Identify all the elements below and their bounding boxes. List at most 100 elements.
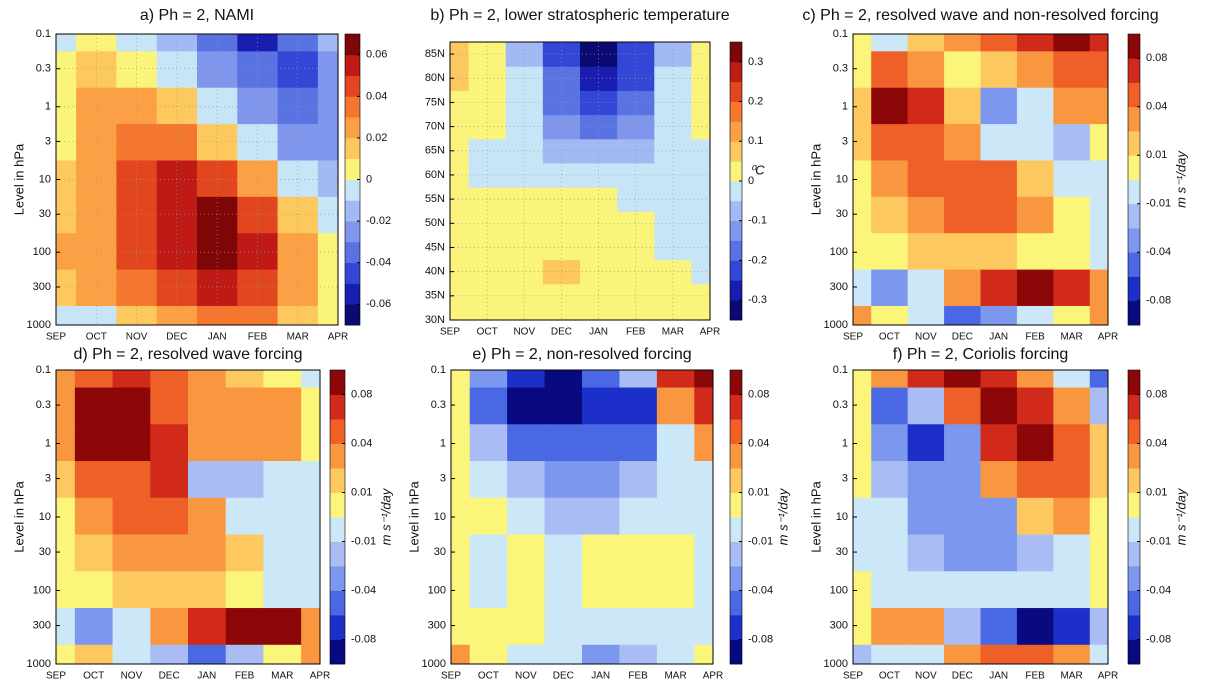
contour-cell	[225, 608, 265, 646]
contour-cell	[654, 187, 693, 212]
contour-cell	[691, 162, 710, 188]
colorbar-segment	[1128, 155, 1140, 180]
colorbar-tick-label: -0.08	[1146, 633, 1171, 645]
colorbar-segment	[730, 181, 742, 202]
contour-cell	[694, 461, 713, 499]
contour-cell	[656, 608, 695, 646]
contour-cell	[691, 283, 710, 309]
contour-cell	[1089, 34, 1108, 52]
y-tick-label: 3	[842, 135, 848, 147]
contour-cell	[654, 283, 693, 309]
contour-cell	[1016, 51, 1054, 89]
contour-cell	[225, 461, 265, 499]
colorbar-tick-label: -0.01	[351, 535, 376, 547]
contour-cell	[505, 211, 544, 236]
contour-cell	[944, 644, 982, 664]
colorbar-label: ⁰C	[750, 162, 765, 177]
contour-cell	[1089, 305, 1108, 325]
x-tick-label: OCT	[478, 671, 499, 682]
contour-cell	[263, 534, 302, 572]
colorbar-segment	[345, 283, 360, 305]
panel-title: c) Ph = 2, resolved wave and non-resolve…	[802, 7, 1158, 24]
contour-cell	[1053, 196, 1091, 234]
y-tick-label: 10	[434, 511, 446, 523]
colorbar-tick-label: -0.08	[351, 633, 376, 645]
contour-cell	[469, 461, 508, 499]
contour-cell	[1016, 233, 1054, 271]
contour-cell	[582, 497, 621, 536]
contour-cell	[116, 269, 158, 307]
contour-cell	[112, 644, 151, 664]
contour-cell	[56, 269, 77, 307]
field	[853, 370, 1108, 664]
y-tick-label: 0.1	[833, 28, 848, 40]
contour-cell	[188, 497, 227, 536]
contour-cell	[1089, 87, 1108, 125]
contour-cell	[907, 424, 945, 462]
contour-cell	[188, 370, 227, 389]
colorbar-segment	[1128, 443, 1140, 469]
contour-cell	[907, 87, 945, 125]
x-tick-label: JAN	[989, 332, 1008, 343]
contour-cell	[654, 211, 693, 236]
contour-cell	[1016, 269, 1054, 307]
contour-cell	[74, 370, 114, 389]
contour-cell	[301, 644, 320, 664]
contour-cell	[1089, 534, 1108, 572]
contour-cell	[56, 571, 76, 609]
contour-cell	[907, 233, 945, 271]
colorbar-segment	[330, 443, 345, 469]
contour-cell	[1089, 497, 1108, 536]
y-tick-label: 30N	[425, 314, 445, 326]
contour-cell	[871, 124, 909, 162]
contour-cell	[582, 370, 621, 389]
colorbar-tick-label: -0.2	[748, 254, 767, 266]
contour-cell	[263, 571, 302, 609]
contour-cell	[505, 283, 544, 309]
colorbar-segment	[330, 394, 345, 420]
contour-cell	[56, 233, 77, 271]
y-tick-label: 1000	[27, 319, 51, 331]
contour-cell	[980, 608, 1018, 646]
contour-cell	[451, 571, 471, 609]
y-tick-label: 65N	[425, 145, 445, 157]
contour-cell	[56, 34, 77, 52]
x-tick-label: MAR	[664, 671, 686, 682]
colorbar-label: m s⁻¹/day	[378, 487, 393, 545]
x-tick-label: OCT	[86, 332, 107, 343]
contour-cell	[450, 283, 470, 309]
contour-cell	[1053, 461, 1091, 499]
y-tick-label: 55N	[425, 193, 445, 205]
contour-cell	[980, 196, 1018, 234]
contour-cell	[617, 187, 655, 212]
colorbar-segment	[1128, 639, 1140, 665]
colorbar-tick-label: 0.01	[1146, 486, 1167, 498]
x-tick-label: APR	[328, 332, 349, 343]
contour-cell	[944, 387, 982, 425]
x-tick-label: APR	[703, 671, 724, 682]
contour-cell	[1089, 644, 1108, 664]
contour-cell	[56, 370, 76, 389]
contour-cell	[907, 387, 945, 425]
contour-cell	[1016, 34, 1054, 52]
contour-cell	[871, 269, 909, 307]
contour-cell	[944, 269, 982, 307]
contour-cell	[1089, 461, 1108, 499]
contour-cell	[507, 370, 546, 389]
colorbar-tick-label: -0.04	[1146, 584, 1171, 596]
y-tick-label: 0.1	[36, 364, 51, 376]
plot-frame	[449, 41, 711, 321]
contour-cell	[944, 571, 982, 609]
contour-cell	[112, 387, 151, 425]
colorbar-tick-label: 0.02	[366, 132, 387, 144]
contour-cell	[619, 424, 658, 462]
contour-cell	[263, 608, 302, 646]
colorbar-tick-label: -0.3	[748, 294, 767, 306]
colorbar-tick-label: 0.06	[366, 49, 387, 61]
x-tick-label: SEP	[843, 671, 863, 682]
contour-cell	[1016, 370, 1054, 389]
contour-cell	[1053, 34, 1091, 52]
contour-cell	[871, 497, 909, 536]
contour-cell	[451, 387, 471, 425]
contour-cell	[907, 160, 945, 198]
